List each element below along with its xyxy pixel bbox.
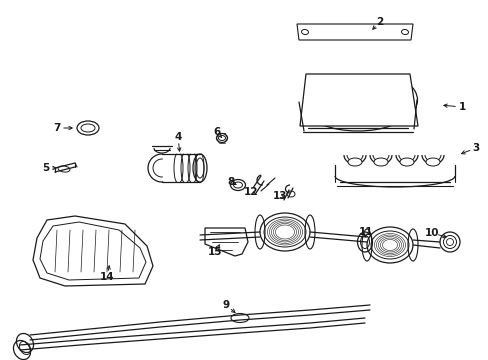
Ellipse shape xyxy=(425,158,439,166)
Text: 14: 14 xyxy=(100,272,114,282)
Text: 2: 2 xyxy=(376,17,383,27)
Polygon shape xyxy=(33,216,153,286)
Text: 13: 13 xyxy=(272,191,286,201)
Text: 8: 8 xyxy=(227,177,234,187)
Text: 3: 3 xyxy=(471,143,479,153)
Ellipse shape xyxy=(347,158,361,166)
Polygon shape xyxy=(204,228,247,256)
Polygon shape xyxy=(296,24,412,40)
Text: 12: 12 xyxy=(243,187,258,197)
Text: 1: 1 xyxy=(457,102,465,112)
Text: 15: 15 xyxy=(207,247,222,257)
Text: 6: 6 xyxy=(213,127,220,137)
Text: 5: 5 xyxy=(42,163,49,173)
Ellipse shape xyxy=(373,158,387,166)
Text: 11: 11 xyxy=(358,227,372,237)
Polygon shape xyxy=(299,74,417,126)
Text: 4: 4 xyxy=(174,132,182,142)
Text: 9: 9 xyxy=(222,300,229,310)
Text: 7: 7 xyxy=(53,123,61,133)
Text: 10: 10 xyxy=(424,228,438,238)
Ellipse shape xyxy=(399,158,413,166)
